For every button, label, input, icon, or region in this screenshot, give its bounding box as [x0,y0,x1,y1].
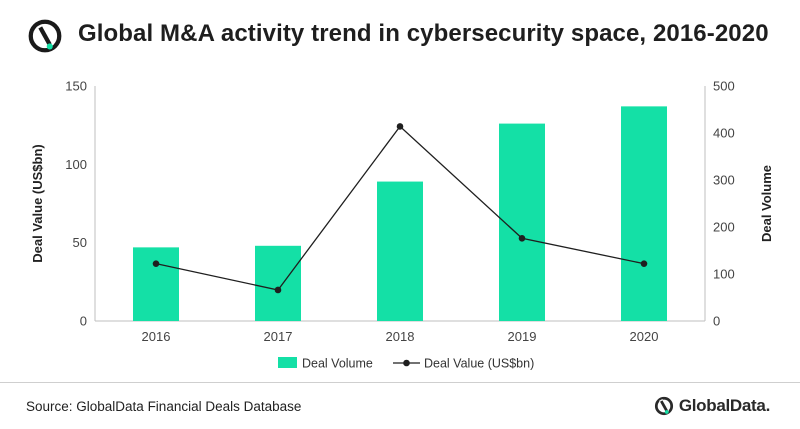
y-axis-right-title: Deal Volume [759,165,774,242]
y-right-tick-label: 400 [713,126,735,141]
line-point [640,260,648,267]
y-left-tick-label: 100 [65,157,87,172]
x-tick-label: 2019 [508,329,537,344]
brand-logo: GlobalData. [653,393,770,419]
y-left-tick-label: 150 [65,79,87,94]
legend-label-deal-value: Deal Value (US$bn) [424,357,534,371]
line-point [274,286,282,294]
y-right-tick-label: 500 [713,79,735,94]
bar [377,181,423,321]
brand-name: GlobalData. [678,396,770,415]
y-right-tick-label: 0 [713,314,720,329]
bar [255,245,301,321]
legend-bar-swatch [278,357,297,368]
bar [133,247,179,321]
bar [499,123,545,321]
chart-header: Global M&A activity trend in cybersecuri… [0,0,800,72]
y-left-tick-label: 0 [80,314,87,329]
y-right-tick-label: 200 [713,220,735,235]
bar [621,106,667,321]
y-axis-left-title: Deal Value (US$bn) [30,144,45,262]
x-tick-label: 2016 [142,329,171,344]
chart-title: Global M&A activity trend in cybersecuri… [78,20,769,47]
x-tick-label: 2017 [264,329,293,344]
chart-area: 0 50 100 150 0 100 200 300 400 500 Deal Value (US$… [30,79,774,371]
globaldata-small-logo-icon [654,396,673,416]
footer-divider [0,382,800,383]
legend-label-deal-volume: Deal Volume [302,357,373,371]
y-right-tick-label: 300 [713,173,735,188]
line-point [396,123,404,130]
globaldata-logo-icon [28,19,62,53]
line-point [518,234,526,242]
y-left-tick-label: 50 [73,235,87,250]
y-right-tick-label: 100 [713,267,735,282]
legend-line-marker [403,359,410,367]
x-tick-label: 2020 [630,329,659,344]
line-point [152,260,160,267]
source-note: Source: GlobalData Financial Deals Datab… [26,399,302,414]
x-tick-label: 2018 [386,329,415,344]
